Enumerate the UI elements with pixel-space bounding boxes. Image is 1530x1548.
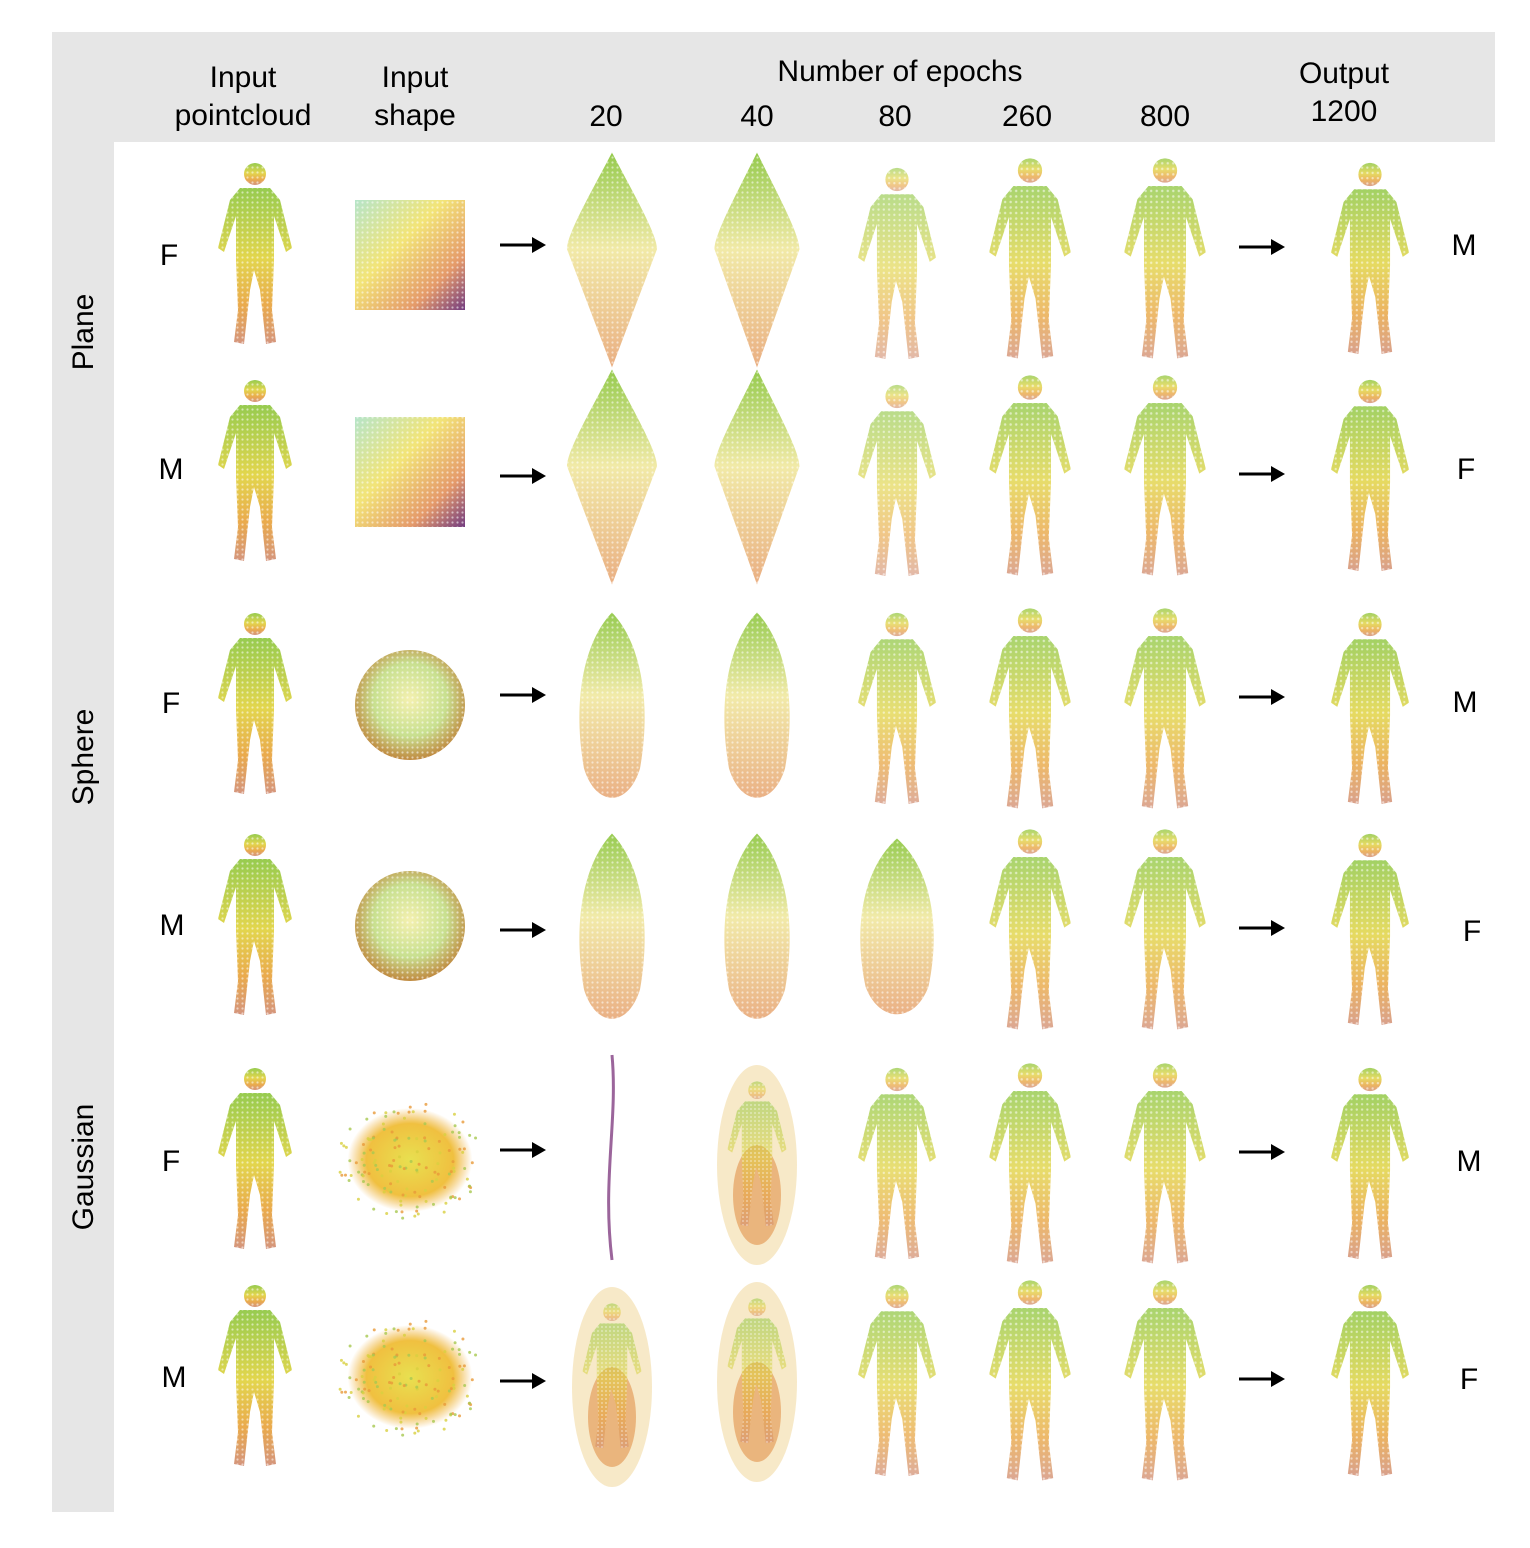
row3-epoch-260 <box>989 608 1071 809</box>
row5-arrow-in <box>500 1140 546 1160</box>
header-input-shape-line2: shape <box>374 99 456 132</box>
row6-epoch-800 <box>1124 1280 1206 1481</box>
row3-input-gender: F <box>161 687 181 720</box>
row3-arrow-in <box>500 685 546 705</box>
row6-input-gender: M <box>161 1361 187 1394</box>
row4-output <box>1330 833 1410 1025</box>
row2-output-gender: F <box>1456 453 1476 486</box>
row6-arrow-in <box>500 1371 546 1391</box>
row5-epoch-800 <box>1124 1063 1206 1264</box>
row6-epoch-80 <box>857 1284 937 1476</box>
row6-output <box>1330 1284 1410 1476</box>
row5-epoch-80 <box>857 1067 937 1259</box>
epoch-label-260: 260 <box>1001 100 1053 133</box>
header-band <box>52 32 1495 142</box>
header-input-shape-line1: Input <box>381 61 449 94</box>
row1-output-gender: M <box>1451 229 1477 262</box>
row6-input-pointcloud <box>218 1285 292 1466</box>
row4-output-gender: F <box>1462 915 1482 948</box>
row5-epoch-20 <box>607 1054 615 1261</box>
epoch-label-20: 20 <box>589 100 623 133</box>
row2-input-pointcloud <box>218 380 292 561</box>
row6-epoch-260 <box>989 1280 1071 1481</box>
row1-epoch-260 <box>989 158 1071 359</box>
header-epochs-title: Number of epochs <box>777 55 1023 88</box>
row3-input-pointcloud <box>218 613 292 794</box>
row2-arrow-out <box>1239 464 1285 484</box>
row3-epoch-80 <box>857 612 937 804</box>
row1-input-pointcloud <box>218 163 292 344</box>
row4-arrow-out <box>1239 918 1285 938</box>
row2-input-gender: M <box>158 453 184 486</box>
row2-epoch-800 <box>1124 375 1206 576</box>
row5-input-shape-gaussian <box>347 1108 473 1212</box>
row3-output-gender: M <box>1452 686 1478 719</box>
row4-arrow-in <box>500 920 546 940</box>
row5-epoch-260 <box>989 1063 1071 1264</box>
row1-arrow-out <box>1239 237 1285 257</box>
row4-input-gender: M <box>159 909 185 942</box>
header-input-pointcloud-line2: pointcloud <box>174 99 312 132</box>
header-output-title: Output <box>1298 57 1390 90</box>
row4-input-pointcloud <box>218 834 292 1015</box>
row3-epoch-800 <box>1124 608 1206 809</box>
row2-output <box>1330 379 1410 571</box>
row6-output-gender: F <box>1459 1363 1479 1396</box>
row3-output <box>1330 612 1410 804</box>
row2-epoch-260 <box>989 375 1071 576</box>
epoch-label-800: 800 <box>1139 100 1191 133</box>
row5-output-gender: M <box>1456 1145 1482 1178</box>
row5-arrow-out <box>1239 1142 1285 1162</box>
header-input-pointcloud: Input pointcloud <box>163 59 323 135</box>
side-band <box>52 32 114 1512</box>
row5-output <box>1330 1067 1410 1259</box>
row5-input-pointcloud <box>218 1068 292 1249</box>
row3-arrow-out <box>1239 687 1285 707</box>
epoch-label-80: 80 <box>878 100 912 133</box>
row1-output <box>1330 162 1410 354</box>
epoch-label-40: 40 <box>740 100 774 133</box>
row1-epoch-80 <box>857 167 937 359</box>
row6-input-shape-gaussian <box>347 1325 473 1429</box>
row6-arrow-out <box>1239 1369 1285 1389</box>
row1-input-gender: F <box>159 239 179 272</box>
row1-epoch-800 <box>1124 158 1206 359</box>
header-input-shape: Input shape <box>350 59 480 135</box>
header-input-pointcloud-line1: Input <box>209 61 277 94</box>
row4-epoch-800 <box>1124 829 1206 1030</box>
row5-input-gender: F <box>161 1145 181 1178</box>
row2-arrow-in <box>500 466 546 486</box>
row2-epoch-80 <box>857 384 937 576</box>
header-output-epoch: 1200 <box>1310 95 1378 128</box>
header-output: Output 1200 <box>1284 55 1404 131</box>
row4-epoch-260 <box>989 829 1071 1030</box>
row1-arrow-in <box>500 235 546 255</box>
